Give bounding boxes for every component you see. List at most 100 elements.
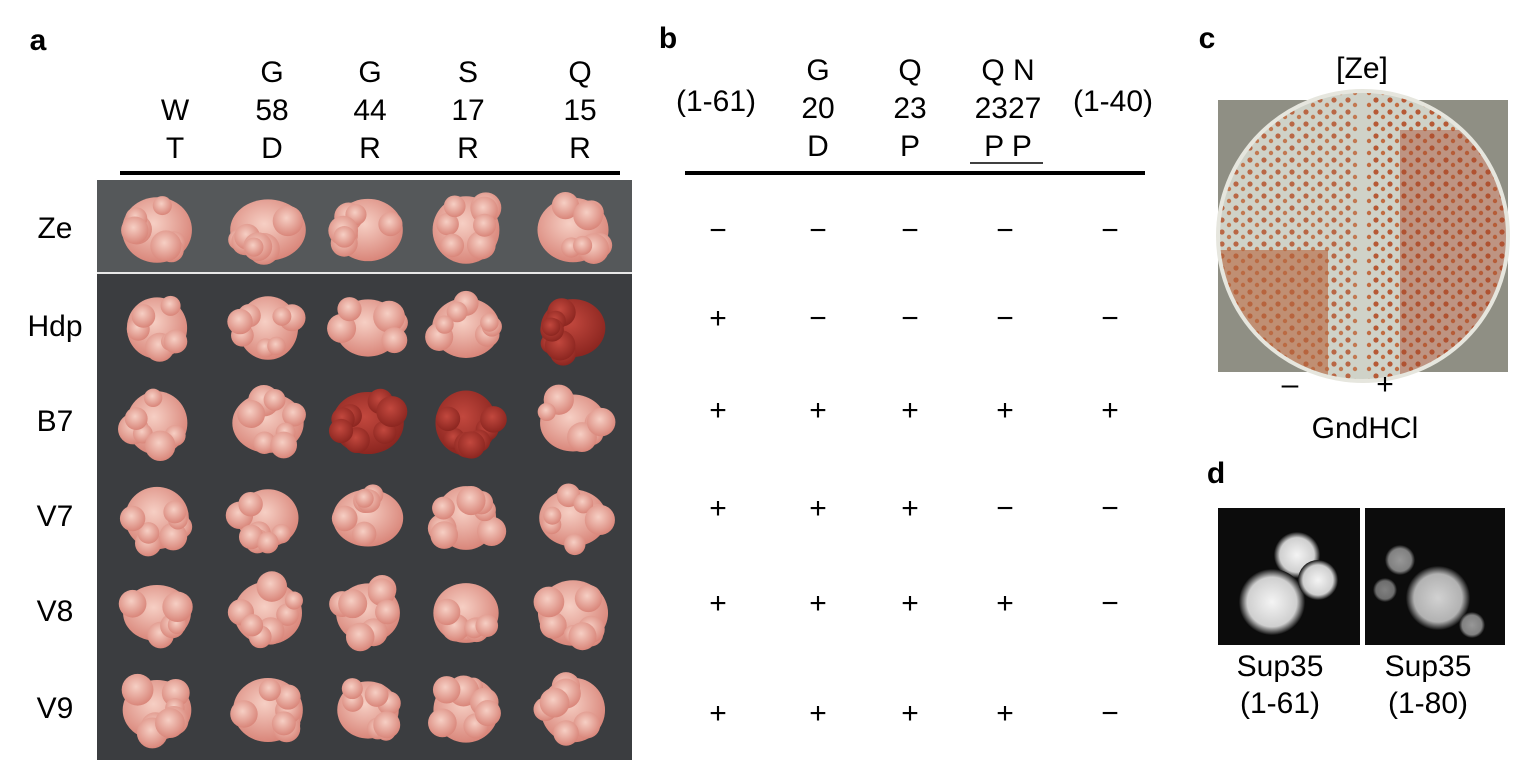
colony-lobe (244, 237, 264, 257)
column-header: R (359, 132, 381, 165)
result-sign: − (996, 214, 1014, 247)
colony-lobe (436, 212, 459, 236)
result-sign: − (996, 492, 1014, 525)
colony-lobe (440, 233, 465, 258)
image-caption: Sup35 (1385, 650, 1472, 683)
colony-lobe (428, 708, 457, 738)
colony-lobe (124, 407, 148, 431)
colony-lobe (282, 402, 306, 427)
colony-lobe (161, 678, 190, 707)
colony-lobe (253, 431, 276, 454)
colony-lobe (238, 491, 263, 517)
result-sign: + (709, 394, 727, 427)
column-header: (1-61) (676, 85, 756, 118)
result-sign: + (709, 302, 727, 335)
colony-lobe (338, 589, 368, 619)
colony-lobe (284, 591, 303, 610)
colony-lobe (152, 196, 172, 216)
colony-lobe (586, 407, 616, 437)
colony-lobe (145, 430, 176, 462)
cell (1298, 560, 1338, 600)
colony-lobe (378, 212, 403, 237)
result-sign: + (901, 394, 919, 427)
image-caption: (1-80) (1388, 687, 1468, 720)
row-label: Ze (37, 212, 72, 245)
colony-lobe (537, 402, 556, 422)
colony-lobe (477, 516, 507, 546)
colony-lobe (240, 614, 264, 637)
condition-label: + (1376, 368, 1394, 401)
colony-lobe (275, 684, 301, 710)
colony-lobe (573, 200, 603, 231)
result-sign: + (709, 587, 727, 620)
colony-lobe (159, 522, 188, 551)
colony-lobe (480, 406, 507, 433)
colony-lobe (119, 505, 146, 532)
row-label: B7 (37, 405, 74, 438)
colony-lobe (118, 589, 147, 618)
column-header: 2327 (975, 92, 1042, 125)
result-sign: − (809, 214, 827, 247)
panel-label: b (659, 22, 677, 55)
colony-lobe (364, 682, 389, 707)
colony-lobe (328, 418, 354, 444)
row-label: V8 (37, 595, 74, 628)
column-header: 17 (451, 94, 484, 127)
colony-lobe (432, 496, 455, 520)
colony-lobe (574, 584, 603, 613)
colony-lobe (331, 505, 358, 532)
colony-lobe (341, 678, 363, 700)
colony-lobe (430, 521, 459, 549)
colony-lobe (539, 687, 570, 718)
cell (1406, 566, 1470, 630)
image-caption: (1-61) (1240, 687, 1320, 720)
row-label: V9 (37, 692, 74, 725)
result-sign: − (1101, 214, 1119, 247)
result-sign: − (809, 302, 827, 335)
colony-lobe (435, 406, 461, 432)
colony-lobe (355, 489, 374, 508)
colony-lobe (573, 493, 594, 514)
result-sign: − (709, 214, 727, 247)
colony-lobe (473, 213, 497, 237)
colony-lobe (373, 300, 405, 333)
column-header: 15 (563, 94, 596, 127)
colony-lobe (573, 711, 601, 739)
colony-lobe (256, 571, 288, 602)
column-header: 20 (801, 92, 834, 125)
colony-lobe (263, 388, 286, 411)
colony-lobe (584, 504, 615, 536)
colony-lobe (432, 676, 461, 704)
colony (332, 489, 404, 547)
colony-lobe (541, 317, 561, 336)
result-sign: + (809, 697, 827, 730)
colony-lobe (163, 329, 188, 354)
colony-lobe (237, 400, 266, 428)
colony-lobe (433, 598, 461, 626)
column-header: G (358, 56, 381, 89)
colony-lobe (337, 297, 362, 322)
plate-photo (97, 180, 632, 760)
result-sign: + (996, 697, 1014, 730)
column-header: W (161, 94, 190, 127)
colony-lobe (553, 720, 579, 746)
column-header: 44 (353, 94, 386, 127)
colony-lobe (564, 533, 586, 556)
colony-lobe (435, 315, 454, 334)
colony-lobe (375, 599, 400, 625)
result-sign: + (996, 394, 1014, 427)
colony-lobe (163, 500, 187, 524)
result-sign: − (1101, 697, 1119, 730)
cell (1239, 569, 1305, 635)
colony-lobe (381, 327, 408, 354)
colony-lobe (272, 306, 292, 326)
colony-lobe (155, 708, 185, 738)
colony-lobe (367, 578, 396, 606)
colony-lobe (373, 711, 401, 739)
panel-label: c (1199, 22, 1216, 55)
result-sign: + (709, 697, 727, 730)
column-header: 58 (255, 94, 288, 127)
colony-lobe (573, 235, 593, 256)
colony-lobe (456, 485, 486, 516)
